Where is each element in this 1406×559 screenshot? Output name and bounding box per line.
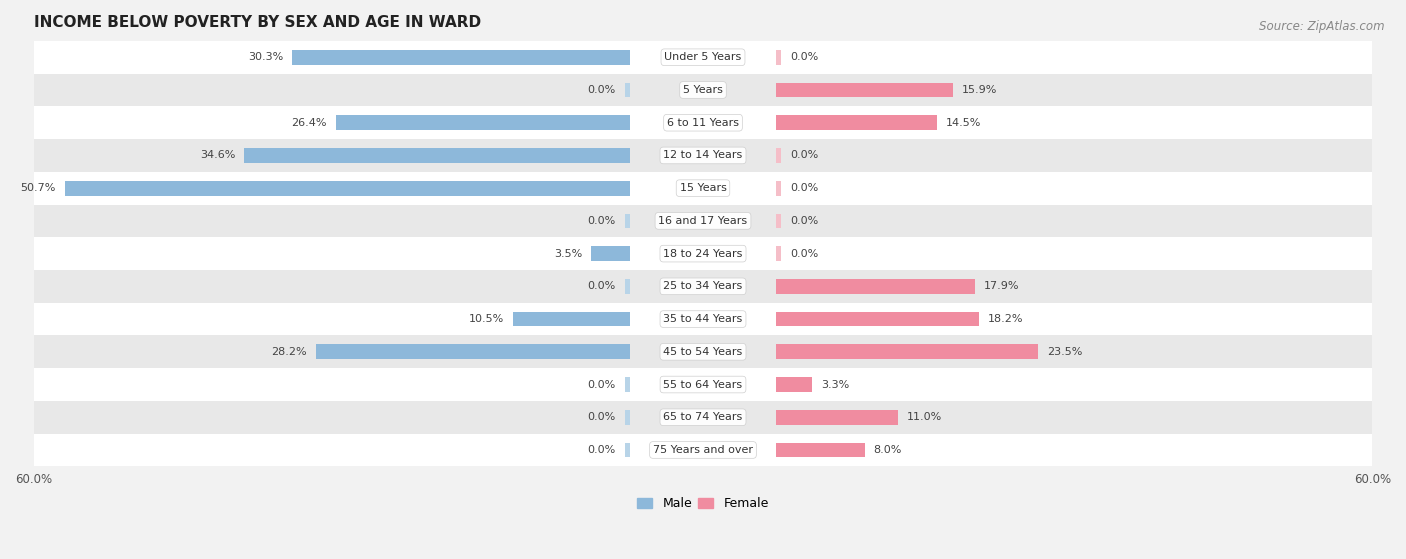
Bar — [624, 410, 630, 425]
Text: 25 to 34 Years: 25 to 34 Years — [664, 281, 742, 291]
Text: 0.0%: 0.0% — [588, 216, 616, 226]
Bar — [34, 41, 1372, 74]
Text: 6 to 11 Years: 6 to 11 Years — [666, 118, 740, 127]
Bar — [624, 443, 630, 457]
Text: 55 to 64 Years: 55 to 64 Years — [664, 380, 742, 390]
Text: 34.6%: 34.6% — [200, 150, 236, 160]
Text: 26.4%: 26.4% — [291, 118, 328, 127]
Text: 30.3%: 30.3% — [249, 52, 284, 62]
Text: 0.0%: 0.0% — [588, 380, 616, 390]
Text: 0.0%: 0.0% — [790, 216, 818, 226]
Text: 45 to 54 Years: 45 to 54 Years — [664, 347, 742, 357]
Text: 5 Years: 5 Years — [683, 85, 723, 95]
Bar — [292, 50, 630, 65]
Text: 50.7%: 50.7% — [21, 183, 56, 193]
Text: 35 to 44 Years: 35 to 44 Years — [664, 314, 742, 324]
Text: INCOME BELOW POVERTY BY SEX AND AGE IN WARD: INCOME BELOW POVERTY BY SEX AND AGE IN W… — [34, 15, 481, 30]
Text: 10.5%: 10.5% — [470, 314, 505, 324]
Bar — [34, 270, 1372, 303]
Text: 17.9%: 17.9% — [984, 281, 1019, 291]
Bar — [34, 205, 1372, 237]
Bar — [34, 74, 1372, 106]
Bar — [776, 344, 1038, 359]
Bar — [776, 214, 782, 228]
Bar — [592, 247, 630, 261]
Text: 23.5%: 23.5% — [1046, 347, 1083, 357]
Bar — [776, 279, 976, 293]
Text: 0.0%: 0.0% — [588, 85, 616, 95]
Text: 15 Years: 15 Years — [679, 183, 727, 193]
Bar — [776, 181, 782, 196]
Bar — [776, 83, 953, 97]
Bar — [513, 312, 630, 326]
Text: 16 and 17 Years: 16 and 17 Years — [658, 216, 748, 226]
Legend: Male, Female: Male, Female — [633, 492, 773, 515]
Text: 0.0%: 0.0% — [588, 412, 616, 422]
Bar — [624, 214, 630, 228]
Bar — [624, 377, 630, 392]
Bar — [245, 148, 630, 163]
Bar — [336, 115, 630, 130]
Text: 3.3%: 3.3% — [821, 380, 849, 390]
Bar — [624, 83, 630, 97]
Text: 8.0%: 8.0% — [873, 445, 903, 455]
Bar — [776, 377, 813, 392]
Text: 12 to 14 Years: 12 to 14 Years — [664, 150, 742, 160]
Bar — [34, 237, 1372, 270]
Text: Source: ZipAtlas.com: Source: ZipAtlas.com — [1260, 20, 1385, 32]
Bar — [34, 434, 1372, 466]
Text: 0.0%: 0.0% — [588, 281, 616, 291]
Bar — [34, 106, 1372, 139]
Text: Under 5 Years: Under 5 Years — [665, 52, 741, 62]
Bar — [776, 443, 865, 457]
Bar — [776, 50, 782, 65]
Bar — [34, 401, 1372, 434]
Bar — [776, 148, 782, 163]
Text: 0.0%: 0.0% — [588, 445, 616, 455]
Text: 65 to 74 Years: 65 to 74 Years — [664, 412, 742, 422]
Text: 18.2%: 18.2% — [987, 314, 1024, 324]
Bar — [65, 181, 630, 196]
Bar — [34, 139, 1372, 172]
Text: 28.2%: 28.2% — [271, 347, 307, 357]
Bar — [776, 247, 782, 261]
Text: 15.9%: 15.9% — [962, 85, 997, 95]
Bar — [624, 279, 630, 293]
Text: 18 to 24 Years: 18 to 24 Years — [664, 249, 742, 259]
Text: 11.0%: 11.0% — [907, 412, 942, 422]
Text: 75 Years and over: 75 Years and over — [652, 445, 754, 455]
Bar — [776, 410, 898, 425]
Text: 0.0%: 0.0% — [790, 52, 818, 62]
Bar — [34, 335, 1372, 368]
Bar — [776, 115, 938, 130]
Bar — [34, 303, 1372, 335]
Text: 14.5%: 14.5% — [946, 118, 981, 127]
Text: 3.5%: 3.5% — [554, 249, 582, 259]
Text: 0.0%: 0.0% — [790, 249, 818, 259]
Bar — [776, 312, 979, 326]
Bar — [34, 368, 1372, 401]
Text: 0.0%: 0.0% — [790, 183, 818, 193]
Bar — [34, 172, 1372, 205]
Bar — [316, 344, 630, 359]
Text: 0.0%: 0.0% — [790, 150, 818, 160]
